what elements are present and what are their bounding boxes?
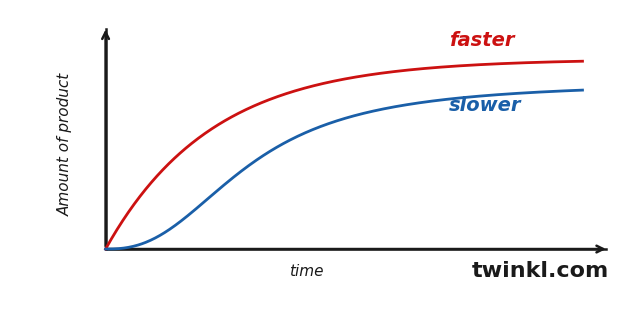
Text: Amount of product: Amount of product xyxy=(57,73,72,216)
Text: faster: faster xyxy=(449,31,515,50)
Text: twinkl.com: twinkl.com xyxy=(471,261,609,281)
Text: slower: slower xyxy=(449,96,522,115)
Text: time: time xyxy=(289,264,323,278)
